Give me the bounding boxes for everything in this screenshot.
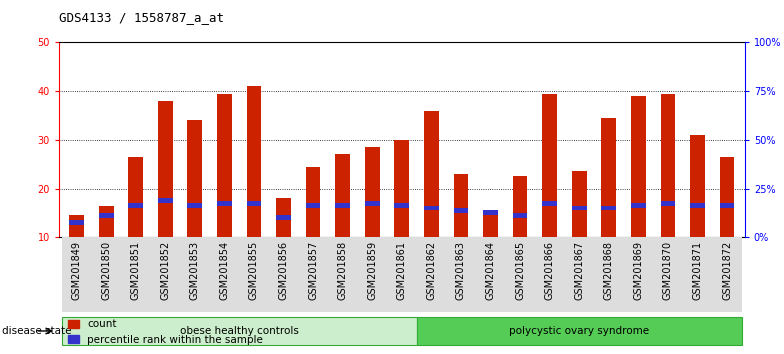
Bar xyxy=(246,86,261,237)
Text: GSM201857: GSM201857 xyxy=(308,241,318,300)
Bar xyxy=(306,203,321,208)
Text: GSM201854: GSM201854 xyxy=(220,241,230,300)
Bar xyxy=(298,237,328,312)
Bar xyxy=(187,120,202,237)
Bar xyxy=(62,316,416,346)
Bar xyxy=(209,237,239,312)
Bar xyxy=(506,237,535,312)
Text: GDS4133 / 1558787_a_at: GDS4133 / 1558787_a_at xyxy=(59,11,223,24)
Bar xyxy=(129,203,143,208)
Bar xyxy=(601,206,616,210)
Bar xyxy=(394,203,409,208)
Text: GSM201863: GSM201863 xyxy=(456,241,466,300)
Bar xyxy=(631,96,646,237)
Text: GSM201855: GSM201855 xyxy=(249,241,259,300)
Bar xyxy=(387,237,416,312)
Bar xyxy=(239,237,269,312)
Bar xyxy=(594,237,623,312)
Bar xyxy=(394,140,409,237)
Text: GSM201861: GSM201861 xyxy=(397,241,407,300)
Bar xyxy=(513,176,528,237)
Text: GSM201850: GSM201850 xyxy=(101,241,111,300)
Text: GSM201852: GSM201852 xyxy=(160,241,170,300)
Bar xyxy=(69,220,84,225)
Bar xyxy=(572,206,586,210)
Bar xyxy=(180,237,209,312)
Bar xyxy=(69,215,84,237)
Bar xyxy=(446,237,476,312)
Text: GSM201862: GSM201862 xyxy=(426,241,437,300)
Text: GSM201868: GSM201868 xyxy=(604,241,614,300)
Bar xyxy=(276,215,291,220)
Bar xyxy=(416,237,446,312)
Text: GSM201851: GSM201851 xyxy=(131,241,140,300)
Bar xyxy=(661,93,675,237)
Bar xyxy=(513,213,528,218)
Bar xyxy=(416,316,742,346)
Bar xyxy=(306,167,321,237)
Bar xyxy=(564,237,594,312)
Bar xyxy=(336,203,350,208)
Text: GSM201858: GSM201858 xyxy=(338,241,347,300)
Text: GSM201849: GSM201849 xyxy=(71,241,82,300)
Bar xyxy=(99,206,114,237)
Bar xyxy=(269,237,298,312)
Text: GSM201871: GSM201871 xyxy=(692,241,702,300)
Text: GSM201870: GSM201870 xyxy=(663,241,673,300)
Text: polycystic ovary syndrome: polycystic ovary syndrome xyxy=(509,326,649,336)
Text: obese healthy controls: obese healthy controls xyxy=(180,326,299,336)
Text: GSM201872: GSM201872 xyxy=(722,241,732,300)
Bar xyxy=(454,208,468,213)
Bar xyxy=(129,157,143,237)
Bar xyxy=(328,237,358,312)
Bar xyxy=(121,237,151,312)
Bar xyxy=(623,237,653,312)
Bar xyxy=(690,135,705,237)
Bar xyxy=(653,237,683,312)
Bar xyxy=(158,198,172,203)
Bar xyxy=(158,101,172,237)
Text: disease state: disease state xyxy=(2,326,72,336)
Bar xyxy=(91,237,121,312)
Bar xyxy=(217,201,232,206)
Bar xyxy=(720,157,735,237)
Bar xyxy=(99,213,114,218)
Bar xyxy=(365,147,379,237)
Text: GSM201853: GSM201853 xyxy=(190,241,200,300)
Bar xyxy=(276,198,291,237)
Bar xyxy=(483,215,498,237)
Bar xyxy=(690,203,705,208)
Bar xyxy=(424,110,439,237)
Bar xyxy=(365,201,379,206)
Bar xyxy=(476,237,506,312)
Bar xyxy=(713,237,742,312)
Bar xyxy=(151,237,180,312)
Bar xyxy=(424,206,439,210)
Bar xyxy=(631,203,646,208)
Bar xyxy=(358,237,387,312)
Text: GSM201864: GSM201864 xyxy=(485,241,495,300)
Text: GSM201859: GSM201859 xyxy=(367,241,377,300)
Bar xyxy=(187,203,202,208)
Text: GSM201865: GSM201865 xyxy=(515,241,525,300)
Bar xyxy=(572,171,586,237)
Bar xyxy=(535,237,564,312)
Bar xyxy=(336,154,350,237)
Bar xyxy=(483,210,498,215)
Legend: count, percentile rank within the sample: count, percentile rank within the sample xyxy=(64,315,267,349)
Text: GSM201866: GSM201866 xyxy=(545,241,554,300)
Bar xyxy=(683,237,713,312)
Bar xyxy=(661,201,675,206)
Bar xyxy=(217,93,232,237)
Bar xyxy=(543,201,557,206)
Text: GSM201867: GSM201867 xyxy=(574,241,584,300)
Bar xyxy=(62,237,91,312)
Bar xyxy=(246,201,261,206)
Bar xyxy=(543,93,557,237)
Text: GSM201856: GSM201856 xyxy=(278,241,289,300)
Text: GSM201869: GSM201869 xyxy=(633,241,644,300)
Bar xyxy=(454,174,468,237)
Bar xyxy=(601,118,616,237)
Bar xyxy=(720,203,735,208)
